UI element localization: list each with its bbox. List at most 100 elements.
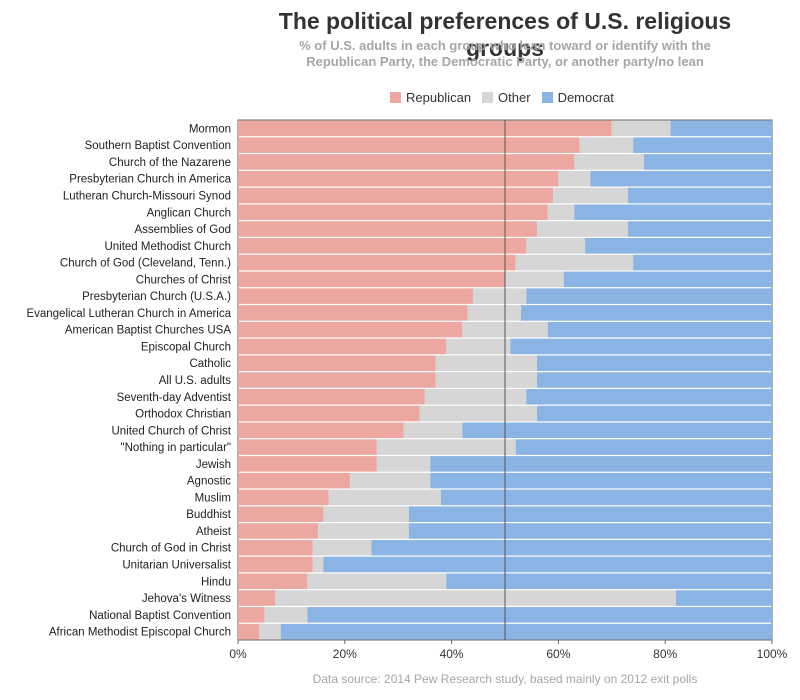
bar-republican-26 <box>238 556 313 573</box>
bar-democrat-10 <box>526 288 772 304</box>
category-label: Lutheran Church-Missouri Synod <box>63 190 231 202</box>
bar-republican-23 <box>238 506 324 522</box>
bar-democrat-5 <box>574 204 772 221</box>
bar-other-28 <box>275 590 676 606</box>
bar-republican-10 <box>238 288 473 304</box>
category-label: Catholic <box>189 358 231 370</box>
bar-democrat-11 <box>521 305 772 321</box>
bar-democrat-8 <box>633 254 772 271</box>
bar-democrat-0 <box>670 120 772 137</box>
category-label: American Baptist Churches USA <box>65 325 232 337</box>
legend-swatch-other <box>482 92 494 103</box>
bar-republican-20 <box>238 456 377 472</box>
bar-republican-11 <box>238 305 468 321</box>
legend-swatch-democrat <box>541 92 553 103</box>
bar-other-17 <box>419 405 538 422</box>
legend-swatch-republican <box>390 92 401 103</box>
x-tick-label: 100% <box>757 647 788 661</box>
bar-republican-21 <box>238 472 351 489</box>
bar-democrat-1 <box>633 137 772 153</box>
bar-republican-18 <box>238 422 404 439</box>
bar-democrat-25 <box>371 539 772 556</box>
bar-other-29 <box>264 607 308 623</box>
x-tick-label: 0% <box>229 647 247 661</box>
category-label: Church of the Nazarene <box>109 157 231 169</box>
bar-other-21 <box>350 472 431 489</box>
bar-democrat-2 <box>643 154 772 170</box>
category-label: Agnostic <box>187 476 231 488</box>
bar-republican-3 <box>238 170 559 187</box>
bar-other-0 <box>611 120 671 137</box>
category-label: All U.S. adults <box>159 375 231 387</box>
bar-republican-1 <box>238 137 580 153</box>
bar-other-23 <box>323 506 409 522</box>
chart-title: The political preferences of U.S. religi… <box>278 8 732 61</box>
bar-republican-14 <box>238 355 436 372</box>
bar-democrat-12 <box>547 321 772 338</box>
bar-republican-15 <box>238 372 436 388</box>
bar-republican-25 <box>238 539 313 556</box>
bar-other-14 <box>435 355 538 372</box>
bar-democrat-20 <box>430 456 772 472</box>
category-label: Orthodox Christian <box>135 409 231 421</box>
bar-democrat-21 <box>430 472 772 489</box>
bar-republican-0 <box>238 120 612 137</box>
category-label: Hindu <box>201 576 231 588</box>
legend-label-republican: Republican <box>406 90 472 105</box>
bar-democrat-27 <box>446 573 772 590</box>
category-label: Atheist <box>196 526 232 538</box>
bar-other-6 <box>537 221 628 237</box>
bar-democrat-18 <box>462 422 772 439</box>
category-label: Buddhist <box>186 509 232 521</box>
category-label: National Baptist Convention <box>89 610 231 622</box>
category-label: Assemblies of God <box>134 224 231 236</box>
bar-republican-19 <box>238 439 377 455</box>
bar-democrat-17 <box>537 405 772 422</box>
category-label: Episcopal Church <box>141 341 231 353</box>
legend-item-democrat[interactable]: Democrat <box>541 90 614 105</box>
bar-democrat-7 <box>585 238 772 254</box>
category-label: Mormon <box>189 123 231 135</box>
bar-other-15 <box>435 372 538 388</box>
x-tick-label: 60% <box>546 647 570 661</box>
legend-item-republican[interactable]: Republican <box>390 90 471 105</box>
bar-democrat-15 <box>537 372 772 388</box>
bar-democrat-24 <box>408 523 772 539</box>
bar-other-25 <box>312 539 372 556</box>
bar-republican-30 <box>238 623 260 640</box>
subtitle-line-1: % of U.S. adults in each group who lean … <box>299 38 711 53</box>
bar-other-8 <box>515 254 634 271</box>
category-label: United Church of Christ <box>111 425 231 437</box>
bar-republican-27 <box>238 573 308 590</box>
bar-republican-29 <box>238 607 265 623</box>
bar-other-9 <box>505 271 564 288</box>
bar-republican-4 <box>238 187 554 204</box>
bar-other-22 <box>328 489 441 506</box>
bar-republican-13 <box>238 338 447 355</box>
bar-other-20 <box>376 456 431 472</box>
category-label: Church of God (Cleveland, Tenn.) <box>60 258 231 270</box>
category-label: Presbyterian Church (U.S.A.) <box>82 291 231 303</box>
bar-other-26 <box>312 556 324 573</box>
bar-republican-16 <box>238 388 425 405</box>
bar-other-27 <box>307 573 447 590</box>
category-label: United Methodist Church <box>104 241 231 253</box>
bar-democrat-13 <box>510 338 772 355</box>
bar-republican-12 <box>238 321 463 338</box>
bar-other-11 <box>467 305 522 321</box>
bar-democrat-22 <box>440 489 772 506</box>
chart-legend: Republican Other Democrat <box>390 90 625 105</box>
bar-other-1 <box>579 137 634 153</box>
x-tick-label: 40% <box>440 647 464 661</box>
bar-other-24 <box>318 523 409 539</box>
category-label: Jewish <box>196 459 231 471</box>
bar-other-30 <box>259 623 281 640</box>
legend-item-other[interactable]: Other <box>482 90 531 105</box>
bar-other-18 <box>403 422 463 439</box>
bar-democrat-30 <box>280 623 772 640</box>
bar-democrat-28 <box>675 590 772 606</box>
category-label: Muslim <box>195 492 231 504</box>
bar-other-5 <box>547 204 575 221</box>
category-label: African Methodist Episcopal Church <box>49 627 231 639</box>
